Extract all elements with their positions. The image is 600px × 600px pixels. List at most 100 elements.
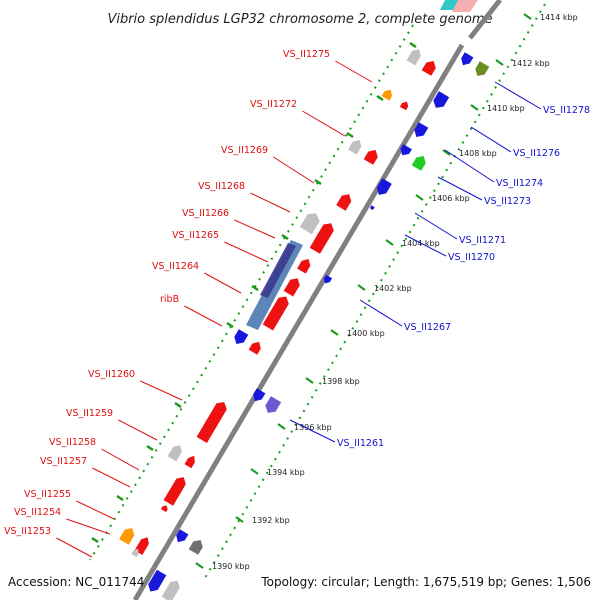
gene-red-4[interactable] — [336, 194, 352, 211]
gene-label-reverse[interactable]: VS_II1273 — [484, 196, 531, 207]
gene-orange-2[interactable] — [119, 528, 135, 545]
gene-label-forward[interactable]: VS_II1264 — [152, 261, 199, 272]
outer-tick — [91, 536, 99, 544]
tick-mark — [495, 59, 504, 66]
leader-line — [273, 156, 315, 184]
leader-line — [118, 419, 158, 441]
gene-blue-4[interactable] — [433, 91, 450, 108]
gene-red-11[interactable] — [184, 455, 195, 469]
gene-label-forward[interactable]: VS_II1275 — [283, 49, 330, 60]
gene-blue-5[interactable] — [414, 122, 429, 137]
gene-grey-1[interactable] — [406, 49, 421, 66]
gene-grey-2[interactable] — [348, 140, 362, 155]
backbone-line-top — [468, 0, 502, 40]
leader-line — [140, 380, 183, 401]
tick-label: 1406 kbp — [432, 194, 470, 203]
gene-red-6[interactable] — [297, 259, 311, 274]
leader-line — [204, 272, 242, 294]
gene-orange-1[interactable] — [381, 89, 393, 101]
tick-label: 1390 kbp — [212, 562, 250, 571]
leader-line — [437, 176, 483, 201]
gene-label-forward[interactable]: VS_II1260 — [88, 369, 135, 380]
gene-label-forward[interactable]: VS_II1254 — [14, 507, 61, 518]
gene-label-reverse[interactable]: VS_II1278 — [543, 105, 590, 116]
outer-tick — [346, 131, 354, 139]
leader-line — [66, 518, 111, 535]
leader-line — [414, 212, 458, 240]
gene-label-forward[interactable]: VS_II1258 — [49, 437, 96, 448]
leader-line — [250, 192, 291, 213]
topology-summary: Topology: circular; Length: 1,675,519 bp… — [260, 575, 591, 589]
tick-mark — [195, 562, 204, 569]
tick-label: 1410 kbp — [487, 104, 525, 113]
gene-label-forward[interactable]: ribB — [160, 294, 179, 305]
gene-label-forward[interactable]: VS_II1268 — [198, 181, 245, 192]
gene-blue-3[interactable] — [461, 52, 474, 66]
backbone-line — [132, 43, 465, 600]
tick-mark — [415, 194, 424, 201]
gene-label-forward[interactable]: VS_II1255 — [24, 489, 71, 500]
gene-blue-10[interactable] — [253, 388, 266, 402]
gene-grey-7[interactable] — [188, 540, 203, 555]
gene-blue-9[interactable] — [323, 274, 333, 284]
gene-red-3[interactable] — [363, 150, 378, 165]
gene-label-reverse[interactable]: VS_II1267 — [404, 322, 451, 333]
gene-red-10[interactable] — [196, 402, 227, 443]
gene-blue-2[interactable] — [148, 569, 167, 592]
gene-violet-1[interactable] — [265, 396, 282, 413]
gene-label-forward[interactable]: VS_II1265 — [172, 230, 219, 241]
leader-line — [494, 81, 542, 110]
gene-label-forward[interactable]: VS_II1259 — [66, 408, 113, 419]
leader-line — [92, 467, 131, 488]
gene-label-reverse[interactable]: VS_II1274 — [496, 178, 543, 189]
tick-mark — [250, 468, 259, 475]
accession-text: Accession: NC_011744 — [8, 575, 144, 589]
tick-track: 1390 kbp 1392 kbp 1394 kbp 1396 kbp 1398 kbp… — [91, 13, 578, 571]
gene-grey-6[interactable] — [161, 580, 180, 600]
tick-mark — [442, 149, 451, 156]
gene-label-reverse[interactable]: VS_II1271 — [459, 235, 506, 246]
gene-olive-1[interactable] — [475, 61, 490, 76]
outer-tick — [409, 41, 417, 49]
gene-grey-5[interactable] — [131, 548, 139, 557]
gene-label-forward[interactable]: VS_II1253 — [4, 526, 51, 537]
outer-tick — [376, 94, 384, 102]
gene-red-8[interactable] — [262, 296, 289, 331]
feature-block-indigo — [260, 243, 296, 298]
gene-red-7[interactable] — [283, 278, 300, 297]
gene-red-1[interactable] — [421, 61, 436, 76]
gene-label-reverse[interactable]: VS_II1270 — [448, 252, 495, 263]
gene-label-forward[interactable]: VS_II1272 — [250, 99, 297, 110]
leader-line — [404, 234, 447, 257]
gene-label-forward[interactable]: VS_II1269 — [221, 145, 268, 156]
leader-line — [470, 126, 512, 153]
gene-label-reverse[interactable]: VS_II1276 — [513, 148, 560, 159]
gene-grey-4[interactable] — [167, 445, 182, 462]
tick-label: 1408 kbp — [459, 149, 497, 158]
gene-blue-6[interactable] — [400, 144, 412, 156]
tick-label: 1412 kbp — [512, 59, 550, 68]
gene-grey-3[interactable] — [299, 213, 320, 235]
gene-red-5[interactable] — [309, 223, 334, 254]
gene-red-12[interactable] — [163, 477, 186, 506]
gene-label-forward[interactable]: VS_II1257 — [40, 456, 87, 467]
tick-mark — [357, 284, 366, 291]
gene-blue-7[interactable] — [376, 178, 392, 195]
gene-red-13[interactable] — [160, 505, 168, 513]
gene-red-9[interactable] — [248, 341, 261, 355]
map-title: Vibrio splendidus LGP32 chromosome 2, co… — [107, 12, 492, 27]
gene-blue-8[interactable] — [370, 205, 375, 210]
gene-green-1[interactable] — [411, 156, 426, 171]
tick-mark — [385, 239, 394, 246]
leader-line — [289, 419, 336, 443]
gene-blue-11[interactable] — [176, 529, 189, 543]
gene-label-reverse[interactable]: VS_II1261 — [337, 438, 384, 449]
tick-label: 1414 kbp — [540, 13, 578, 22]
tick-label: 1398 kbp — [322, 377, 360, 386]
tick-mark — [330, 329, 339, 336]
gene-label-forward[interactable]: VS_II1266 — [182, 208, 229, 219]
gene-blue-1[interactable] — [234, 329, 249, 344]
gene-red-2[interactable] — [399, 101, 409, 111]
leader-line — [224, 241, 269, 263]
